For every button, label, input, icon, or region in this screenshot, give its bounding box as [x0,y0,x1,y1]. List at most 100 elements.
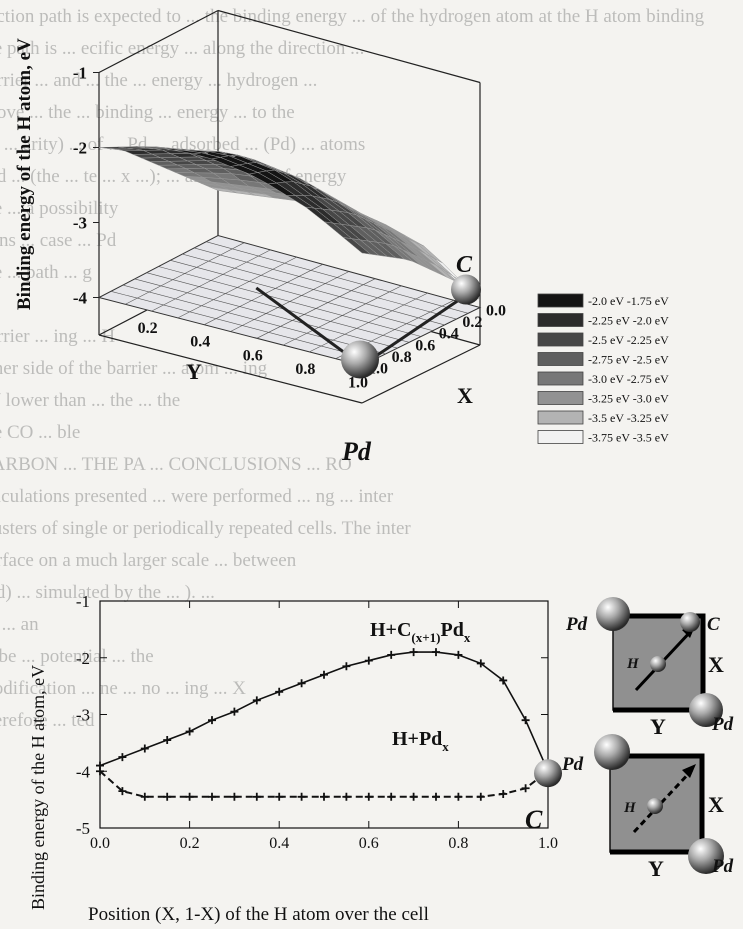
cell-diagram-with-carbon: Pd C Pd H X Y [565,597,734,739]
background-text-line: ... other side of the barrier ... atom .… [0,358,268,379]
cell2-pd-atom-top [594,734,630,770]
cell2-pd-label-top: Pd [561,754,584,775]
series-point [252,792,261,801]
surface-z-tick-label: -4 [73,289,88,308]
surface-x-tick-label: 0.2 [462,314,482,331]
line-end-carbon-label: C [525,805,543,834]
surface-x-tick-label: 0.0 [486,303,506,320]
series-point [499,789,508,798]
pd-c-path-line [361,291,471,367]
surface-palladium-atom [341,340,379,379]
series-point [297,792,306,801]
series-point [521,716,530,725]
series-point [118,753,127,762]
line-chart-x-tick-label: 0.4 [269,835,289,852]
surface-frame-line [98,334,363,404]
legend-entry-label: -3.5 eV -3.25 eV [588,411,669,425]
floor-grid-line [206,241,469,314]
series-point [230,792,239,801]
legend-entry-label: -2.25 eV -2.0 eV [588,314,669,328]
surface-y-tick-label: 0.4 [190,334,210,351]
corner-label-palladium: Pd [341,437,372,466]
surface-mesh-cell [98,146,127,149]
background-text-line: ... eV lower than ... the ... the [0,390,180,411]
background-text-line: ... the path is ... ecific energy ... al… [0,38,364,59]
legend-swatch [537,371,584,386]
background-text-line: ... above ... the ... binding ... energy… [0,102,295,123]
background-text-line: ... clusters of single or periodically r… [0,518,411,539]
series-point [163,736,172,745]
floor-grid-line [182,253,445,326]
background-text-line: ... CARBON ... THE PA ... CONCLUSIONS ..… [0,454,352,475]
surface-x-tick-label: 0.8 [392,349,412,366]
series-point [364,656,373,665]
legend-entry-label: -3.75 eV -3.5 eV [588,431,669,445]
background-text-line: a reaction path is expected to ... the b… [0,6,705,27]
legend-entry-label: -3.25 eV -3.0 eV [588,392,669,406]
line-chart-y-axis-label: Binding energy of the H atom, eV [28,665,48,910]
legend-swatch [537,332,584,347]
series-point [521,784,530,793]
series-point [454,650,463,659]
series-point [140,744,149,753]
cell2-h-label: H [623,800,637,816]
surface-carbon-atom [451,274,481,305]
background-text-line: ... ed ... an [0,614,39,635]
line-chart-x-axis-label: Position (X, 1-X) of the H atom over the… [88,904,429,925]
surface-z-tick-label: -2 [73,139,87,158]
cell1-h-atom [650,656,666,672]
series-point [476,792,485,801]
line-chart-x-tick-label: 0.0 [90,835,110,852]
surface-z-tick-label: -1 [73,64,87,83]
series-point [364,792,373,801]
floor-grid-line [282,285,402,346]
series-point [454,792,463,801]
series-point [342,792,351,801]
background-text-line: ... the ... a possibility [0,198,119,219]
surface-floor-plane [97,234,482,367]
floor-grid-line [158,266,422,337]
series-point [409,792,418,801]
cell1-c-label: C [707,614,720,635]
series-point [320,670,328,679]
background-text-line: ... calculations presented ... were perf… [0,486,394,507]
series-point [476,659,485,668]
series-point [185,727,194,736]
legend-entry-label: -3.0 eV -2.75 eV [588,372,669,386]
legend-swatch [537,430,584,444]
cell1-pd-label-bottom: Pd [711,714,734,735]
series-point [252,696,261,705]
background-text-line: ... surface on a much larger scale ... b… [0,550,297,571]
series-point [230,707,239,716]
series-point [432,648,440,657]
surface-frame-line [98,9,219,74]
line-chart-x-tick-label: 1.0 [538,835,558,852]
cell-diagram-palladium-only: Pd Pd H X Y [561,734,734,881]
series-label-h-c-pd: H+C(x+1)Pdx [370,619,471,645]
surface-z-axis-label: Binding energy of the H atom, eV [14,38,35,310]
cell2-pd-label-bottom: Pd [711,856,734,877]
series-point [409,648,418,657]
line-chart-y-tick-label: -1 [76,592,90,611]
surface-y-tick-label: 0.8 [295,361,315,378]
cell2-pd-atom-bottom [688,838,724,874]
series-point [297,679,306,688]
line-chart-x-tick-label: 0.6 [359,835,379,852]
series-point [96,767,104,776]
cell1-h-label: H [626,656,640,672]
background-text-line: ... to be ... potential ... the [0,646,154,667]
cell1-pd-atom-bottom [689,693,723,727]
cell2-x-label: X [708,792,724,817]
line-chart-y-tick-label: -5 [76,819,90,838]
cell1-c-atom [680,612,700,632]
series-point [208,716,216,725]
surface-x-tick-label: 0.6 [415,337,435,354]
background-text-line: ... the ... path ... g [0,262,92,283]
corner-label-carbon: C [456,252,473,278]
surface-y-tick-label: 0.2 [138,320,158,337]
background-text-line: ... (ie ... arity) ... of ... Pd ... ads… [0,134,365,155]
